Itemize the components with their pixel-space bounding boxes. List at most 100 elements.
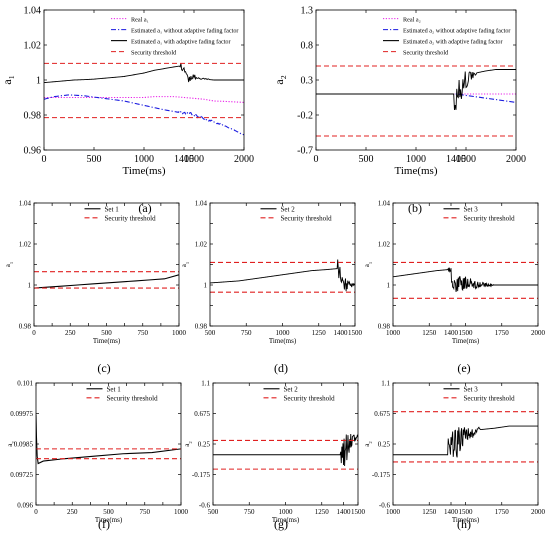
y-tick-label-g-2: 0.25	[198, 440, 211, 448]
x-tick-label-d-0: 500	[205, 329, 216, 337]
y-axis-label-h: a2	[363, 441, 373, 447]
legend-label-a-3: Security threshold	[131, 50, 177, 57]
y-axis-label-b: a2	[272, 75, 288, 84]
y-axis-label-c: a1	[4, 262, 14, 267]
y-tick-label-a-3: 1.02	[24, 41, 42, 52]
y-tick-label-g-0: -0.6	[199, 501, 211, 509]
y-axis-label-d: a1	[180, 262, 190, 267]
x-tick-label-e-0: 1000	[386, 329, 401, 337]
y-axis-label-f: a2	[6, 441, 16, 447]
x-tick-label-d-5: 1500	[348, 329, 363, 337]
series-line-b-2	[316, 69, 516, 111]
legend-label-c-1: Security threshold	[105, 214, 157, 222]
x-tick-label-e-1: 1250	[422, 329, 437, 337]
x-axis-label-h: Time(ms)	[452, 516, 480, 524]
legend-label-b-1: Estimated a₂ without adaptive fading fac…	[403, 28, 510, 35]
y-tick-label-c-4: 1.02	[19, 240, 32, 248]
x-tick-label-c-8: 1000	[172, 329, 187, 337]
legend-label-d-1: Security threshold	[281, 214, 333, 222]
x-tick-label-h-3: 1500	[459, 508, 474, 516]
x-axis-label-b: Time(ms)	[395, 165, 438, 177]
x-tick-label-f-4: 500	[103, 508, 114, 516]
x-tick-label-f-8: 1000	[174, 508, 189, 516]
x-tick-label-h-4: 1750	[495, 508, 510, 516]
x-tick-label-e-2: 1400	[444, 329, 459, 337]
caption-a: (a)	[138, 201, 151, 215]
y-axis-label-g: a2	[183, 441, 193, 447]
y-tick-label-f-1: 0.09725	[10, 471, 33, 479]
y-tick-label-a-1: 0.98	[24, 111, 42, 122]
y-tick-label-d-4: 1.02	[195, 240, 208, 248]
x-tick-label-g-3: 1250	[315, 508, 330, 516]
y-tick-label-d-6: 1.04	[195, 199, 208, 207]
series-line-f-0	[36, 414, 181, 465]
x-tick-label-h-1: 1250	[422, 508, 437, 516]
caption-f: (f)	[98, 517, 110, 531]
y-tick-label-h-4: 1.1	[381, 379, 390, 387]
legend-b: Real a₂ Estimated a₂ without adaptive fad…	[381, 13, 512, 60]
x-tick-label-d-1: 750	[241, 329, 252, 337]
x-tick-label-b-1: 500	[359, 154, 374, 165]
x-axis-label-g: Time(ms)	[272, 516, 300, 524]
series-line-a-0	[44, 96, 244, 103]
series-line-h-0	[393, 425, 538, 458]
x-tick-label-a-0: 0	[42, 154, 47, 165]
chart-c: 0 250 500 750 1000 0.98 1 1.02 1.04 Time(ms) a1 Set…	[4, 199, 187, 375]
y-tick-label-b-0: -0.7	[297, 146, 313, 157]
chart-f: 0 250 500 750 1000 0.096 0.09725 0.0985 0.09975 0…	[6, 379, 189, 531]
y-tick-label-f-0: 0.096	[17, 501, 33, 509]
y-tick-label-f-4: 0.101	[17, 379, 33, 387]
y-tick-label-d-0: 0.98	[195, 322, 208, 330]
x-tick-label-b-4: 1500	[456, 154, 476, 165]
series-line-e-0	[393, 267, 538, 292]
x-tick-label-d-3: 1250	[312, 329, 327, 337]
y-tick-label-e-2: 1	[387, 281, 391, 289]
x-tick-label-d-2: 1000	[276, 329, 291, 337]
x-tick-label-c-6: 750	[138, 329, 149, 337]
legend-label-f-1: Security threshold	[107, 394, 159, 402]
x-tick-label-g-1: 750	[244, 508, 255, 516]
series-line-a-1	[44, 94, 244, 136]
x-tick-label-e-5: 2000	[531, 329, 546, 337]
legend-label-a-0: Real a₁	[131, 17, 149, 24]
legend-label-e-1: Security threshold	[464, 214, 516, 222]
chart-h: 1000 1250 1400 1500 1750 2000 -0.6 -0.175 0.25 0.…	[363, 379, 546, 531]
x-tick-label-g-5: 1500	[351, 508, 366, 516]
y-tick-label-b-1: -0.2	[297, 111, 313, 122]
legend-label-g-1: Security threshold	[284, 394, 336, 402]
y-tick-label-h-0: -0.6	[379, 501, 391, 509]
caption-h: (h)	[457, 517, 471, 531]
y-tick-label-h-1: -0.175	[372, 471, 391, 479]
legend-label-b-2: Estimated a₂ with adaptive fading factor	[403, 39, 503, 46]
y-tick-label-e-4: 1.02	[378, 240, 391, 248]
y-tick-label-h-2: 0.25	[378, 440, 391, 448]
x-tick-label-f-2: 250	[67, 508, 78, 516]
series-line-a-2	[44, 63, 244, 84]
x-tick-label-g-4: 1400	[337, 508, 352, 516]
x-tick-label-d-4: 1400	[334, 329, 349, 337]
x-tick-label-f-0: 0	[34, 508, 38, 516]
legend-label-b-3: Security threshold	[403, 50, 449, 57]
y-tick-label-e-6: 1.04	[378, 199, 391, 207]
x-tick-label-b-2: 1000	[406, 154, 426, 165]
x-tick-label-a-1: 500	[87, 154, 102, 165]
legend-label-c-0: Set 1	[105, 205, 120, 213]
legend-a: Real a₁ Estimated a₁ without adaptive fad…	[109, 13, 240, 60]
y-tick-label-a-0: 0.96	[24, 146, 42, 157]
y-axis-label-e: a1	[363, 262, 373, 267]
y-tick-label-g-4: 1.1	[201, 379, 210, 387]
y-tick-label-f-3: 0.09975	[10, 410, 33, 418]
y-tick-label-a-4: 1.04	[24, 6, 42, 17]
y-tick-label-h-3: 0.675	[374, 410, 390, 418]
x-tick-label-e-3: 1500	[459, 329, 474, 337]
x-tick-label-h-2: 1400	[444, 508, 459, 516]
y-tick-label-c-6: 1.04	[19, 199, 32, 207]
x-axis-label-c: Time(ms)	[93, 337, 121, 345]
